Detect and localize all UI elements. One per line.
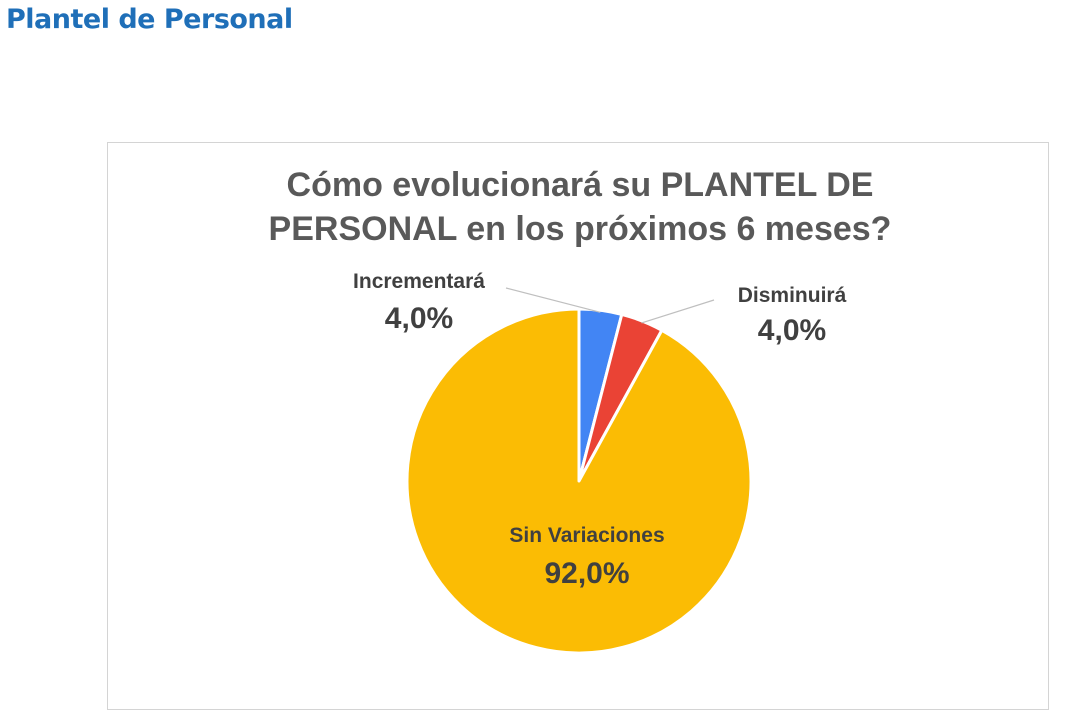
pie-slices [405, 307, 753, 655]
leader-line-incrementara [505, 287, 601, 313]
pie-slice-sin-variaciones [405, 307, 753, 655]
chart-title-line-1: Cómo evolucionará su PLANTEL DE [286, 166, 874, 204]
slice-value-disminuira: 4,0% [758, 314, 826, 347]
chart-title-line-2: PERSONAL en los próximos 6 meses? [268, 210, 892, 248]
slice-value-sin-variaciones: 92,0% [544, 557, 629, 590]
leader-lines [505, 287, 715, 324]
chart-title: Cómo evolucionará su PLANTEL DE PERSONAL… [0, 163, 1065, 251]
slice-label-sin-variaciones: Sin Variaciones [509, 524, 664, 547]
slice-labels: Incrementará 4,0% Disminuirá 4,0% Sin Variac… [353, 270, 847, 590]
slice-label-incrementara: Incrementará [353, 270, 485, 293]
page-heading: Plantel de Personal [6, 4, 293, 35]
leader-line-disminuira [641, 299, 715, 324]
slice-value-incrementara: 4,0% [385, 302, 453, 335]
slice-label-disminuira: Disminuirá [738, 284, 847, 307]
